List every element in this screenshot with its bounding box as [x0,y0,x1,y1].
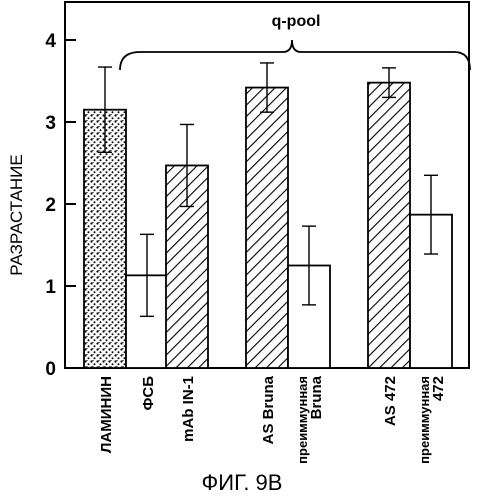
x-category-label: ФСБ [140,376,157,411]
y-tick-label: 1 [45,277,56,298]
x-category-label: 472 [430,376,447,401]
x-category-label: AS Bruna [260,375,277,444]
y-tick-label: 4 [45,31,56,52]
y-tick-label: 3 [45,113,56,134]
x-category-label: Bruna [308,375,325,419]
y-tick-label: 2 [45,195,56,216]
bar [368,83,410,368]
x-category-label: AS 472 [382,376,399,426]
bar [246,88,288,368]
y-tick-label: 0 [45,359,56,380]
bars-group [84,83,452,368]
y-axis-label: РАЗРАСТАНИЕ [7,154,26,276]
x-category-label: mAb IN-1 [180,376,197,442]
y-axis-ticks: 0 1 2 3 4 [45,31,76,380]
bracket-label: q-pool [272,13,321,30]
bracket-path [120,40,470,70]
figure-caption: ФИГ. 9В [202,470,283,495]
x-category-label: ЛАМИНИН [98,376,115,453]
q-pool-bracket: q-pool [120,13,470,70]
x-axis-category-labels: ЛАМИНИНФСБmAb IN-1AS BrunaпреиммуннаяBru… [98,375,447,463]
